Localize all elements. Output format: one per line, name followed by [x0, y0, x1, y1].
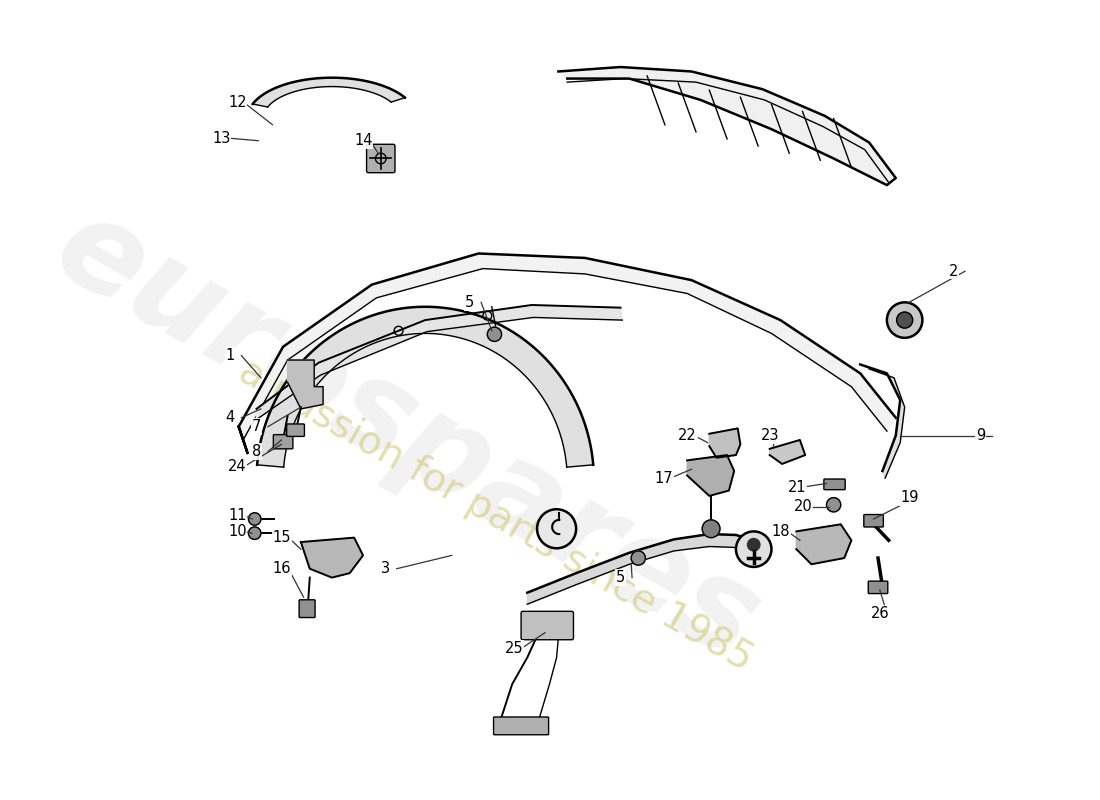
Polygon shape — [688, 455, 734, 496]
Text: 26: 26 — [871, 606, 890, 621]
Polygon shape — [287, 360, 323, 409]
Circle shape — [736, 531, 771, 567]
Text: 17: 17 — [654, 470, 673, 486]
Text: eurospares: eurospares — [35, 186, 780, 686]
FancyBboxPatch shape — [824, 479, 845, 490]
FancyBboxPatch shape — [494, 717, 549, 734]
FancyBboxPatch shape — [521, 611, 573, 640]
Text: 20: 20 — [794, 499, 813, 514]
Circle shape — [249, 527, 261, 539]
Circle shape — [887, 302, 923, 338]
Polygon shape — [257, 306, 593, 467]
FancyBboxPatch shape — [299, 600, 315, 618]
Text: a passion for parts since 1985: a passion for parts since 1985 — [232, 352, 760, 678]
Text: 24: 24 — [228, 459, 246, 474]
Polygon shape — [770, 440, 805, 464]
FancyBboxPatch shape — [366, 144, 395, 173]
Text: 11: 11 — [228, 508, 246, 523]
Text: 13: 13 — [212, 130, 231, 146]
Circle shape — [537, 510, 576, 548]
Text: 22: 22 — [679, 428, 697, 443]
Circle shape — [748, 538, 760, 551]
Circle shape — [631, 551, 646, 565]
FancyBboxPatch shape — [273, 434, 293, 449]
Polygon shape — [239, 254, 895, 440]
Circle shape — [826, 498, 840, 512]
Text: 10: 10 — [228, 524, 246, 539]
Circle shape — [487, 327, 502, 342]
Polygon shape — [796, 524, 851, 564]
Text: 1: 1 — [226, 348, 234, 363]
Text: 23: 23 — [761, 428, 779, 443]
Polygon shape — [527, 534, 767, 604]
Text: 5: 5 — [465, 295, 474, 310]
Circle shape — [702, 520, 721, 538]
Text: 2: 2 — [949, 264, 958, 278]
Text: 21: 21 — [788, 479, 806, 494]
Circle shape — [896, 312, 913, 328]
Polygon shape — [559, 67, 895, 185]
Text: 19: 19 — [900, 490, 918, 505]
FancyBboxPatch shape — [287, 424, 305, 437]
Text: 8: 8 — [252, 444, 262, 459]
Text: 3: 3 — [381, 562, 389, 576]
Polygon shape — [710, 429, 740, 458]
Text: 9: 9 — [976, 428, 984, 443]
Text: 7: 7 — [252, 419, 262, 434]
FancyBboxPatch shape — [868, 581, 888, 594]
Text: 25: 25 — [505, 641, 524, 656]
Polygon shape — [301, 538, 363, 578]
Polygon shape — [860, 365, 904, 478]
Polygon shape — [253, 78, 405, 107]
Polygon shape — [256, 305, 623, 419]
Text: 5: 5 — [616, 570, 625, 585]
FancyBboxPatch shape — [864, 514, 883, 527]
Text: 18: 18 — [771, 524, 790, 539]
Text: 14: 14 — [354, 134, 373, 148]
Text: 16: 16 — [273, 562, 292, 576]
Text: 12: 12 — [228, 95, 246, 110]
Text: 4: 4 — [226, 410, 234, 426]
Text: 15: 15 — [273, 530, 292, 545]
Circle shape — [249, 513, 261, 525]
